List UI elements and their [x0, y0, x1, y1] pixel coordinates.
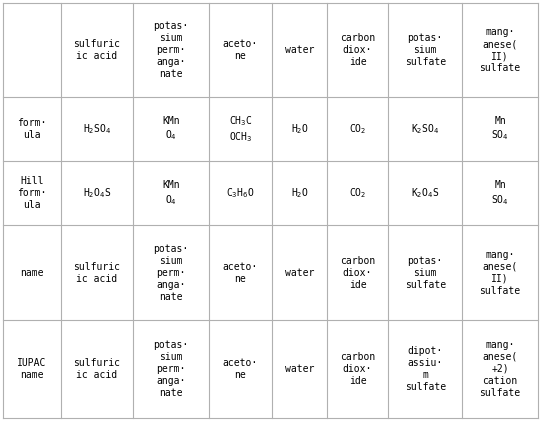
Text: sulfuric
ic acid: sulfuric ic acid: [74, 39, 121, 61]
Text: H$_2$O$_4$S: H$_2$O$_4$S: [83, 187, 111, 200]
Text: name: name: [20, 267, 44, 277]
Text: CO$_2$: CO$_2$: [349, 187, 366, 200]
Text: potas·
sium
sulfate: potas· sium sulfate: [405, 256, 446, 290]
Text: K$_2$O$_4$S: K$_2$O$_4$S: [411, 187, 439, 200]
Text: potas·
sium
perm·
anga·
nate: potas· sium perm· anga· nate: [153, 340, 188, 398]
Text: potas·
sium
perm·
anga·
nate: potas· sium perm· anga· nate: [153, 21, 188, 79]
Text: mang·
anese(
II)
sulfate: mang· anese( II) sulfate: [479, 250, 520, 296]
Text: Mn
SO$_4$: Mn SO$_4$: [491, 180, 509, 207]
Text: H$_2$O: H$_2$O: [291, 187, 308, 200]
Text: carbon
diox·
ide: carbon diox· ide: [340, 33, 375, 67]
Text: IUPAC
name: IUPAC name: [17, 358, 47, 380]
Text: KMn
O$_4$: KMn O$_4$: [162, 116, 180, 142]
Text: carbon
diox·
ide: carbon diox· ide: [340, 256, 375, 290]
Text: potas·
sium
perm·
anga·
nate: potas· sium perm· anga· nate: [153, 243, 188, 301]
Text: aceto·
ne: aceto· ne: [223, 261, 258, 283]
Text: H$_2$SO$_4$: H$_2$SO$_4$: [83, 123, 111, 136]
Text: water: water: [285, 364, 314, 374]
Text: mang·
anese(
+2)
cation
sulfate: mang· anese( +2) cation sulfate: [479, 340, 520, 398]
Text: KMn
O$_4$: KMn O$_4$: [162, 180, 180, 207]
Text: CO$_2$: CO$_2$: [349, 123, 366, 136]
Text: sulfuric
ic acid: sulfuric ic acid: [74, 261, 121, 283]
Text: sulfuric
ic acid: sulfuric ic acid: [74, 358, 121, 380]
Text: K$_2$SO$_4$: K$_2$SO$_4$: [411, 123, 439, 136]
Text: form·
ula: form· ula: [17, 118, 47, 140]
Text: Hill
form·
ula: Hill form· ula: [17, 176, 47, 210]
Text: carbon
diox·
ide: carbon diox· ide: [340, 352, 375, 386]
Text: aceto·
ne: aceto· ne: [223, 358, 258, 380]
Text: water: water: [285, 267, 314, 277]
Text: C$_3$H$_6$O: C$_3$H$_6$O: [226, 187, 255, 200]
Text: H$_2$O: H$_2$O: [291, 123, 308, 136]
Text: aceto·
ne: aceto· ne: [223, 39, 258, 61]
Text: dipot·
assiu·
m
sulfate: dipot· assiu· m sulfate: [405, 346, 446, 392]
Text: Mn
SO$_4$: Mn SO$_4$: [491, 116, 509, 142]
Text: CH$_3$C
OCH$_3$: CH$_3$C OCH$_3$: [229, 114, 252, 144]
Text: water: water: [285, 45, 314, 55]
Text: mang·
anese(
II)
sulfate: mang· anese( II) sulfate: [479, 27, 520, 73]
Text: potas·
sium
sulfate: potas· sium sulfate: [405, 33, 446, 67]
